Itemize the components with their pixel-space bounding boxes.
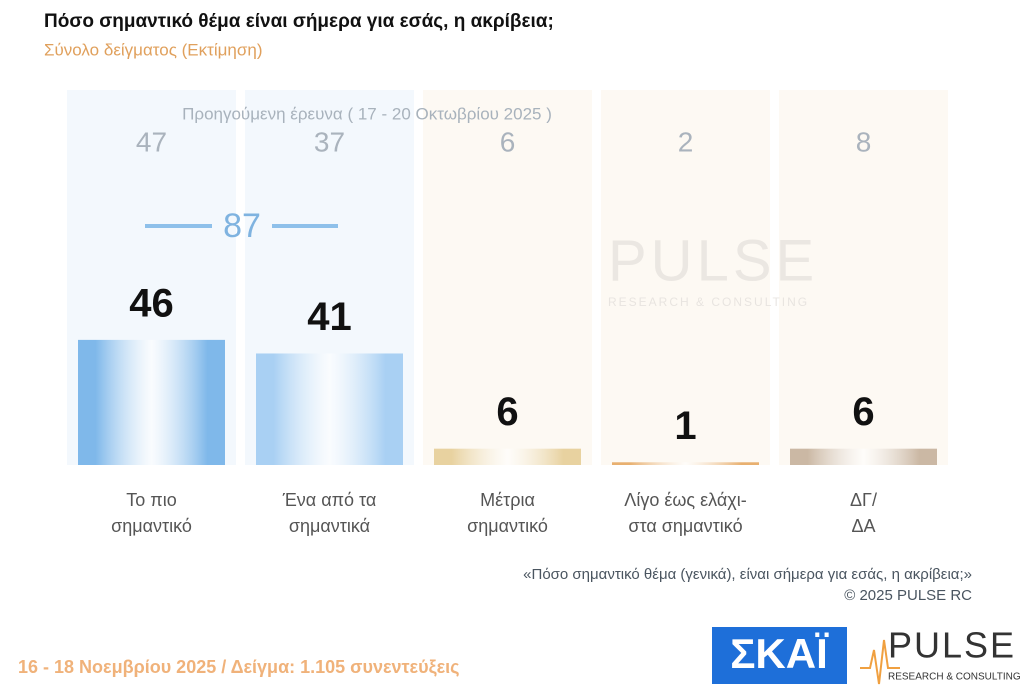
- previous-label: Προηγούμενη έρευνα ( 17 - 20 Οκτωβρίου 2…: [182, 104, 552, 123]
- skai-logo: ΣΚΑΪ: [730, 630, 829, 677]
- footer: 16 - 18 Νοεμβρίου 2025 / Δείγμα: 1.105 σ…: [18, 657, 460, 678]
- pulse-logo: PULSE: [888, 625, 1016, 666]
- x-tick-label: σημαντικά: [289, 516, 370, 536]
- pulse-logo-icon: [860, 639, 900, 685]
- combined-total: 87: [223, 207, 261, 245]
- chart-title: Πόσο σημαντικό θέμα είναι σήμερα για εσά…: [44, 11, 554, 32]
- copyright: © 2025 PULSE RC: [844, 587, 972, 604]
- pulse-logo-sub: RESEARCH & CONSULTING: [888, 672, 1021, 683]
- bar: [790, 448, 937, 465]
- x-tick-label: Το πιο: [126, 490, 176, 510]
- value-label: 1: [674, 404, 696, 448]
- x-tick-label: Λίγο έως ελάχι-: [624, 490, 746, 510]
- column-panel: [779, 90, 948, 465]
- watermark-sub: RESEARCH & CONSULTING: [608, 295, 809, 309]
- column-panel: [423, 90, 592, 465]
- question-note: «Πόσο σημαντικό θέμα (γενικά), είναι σήμ…: [523, 566, 972, 583]
- column-panel: [601, 90, 770, 465]
- bar: [612, 462, 759, 465]
- x-tick-label: ΔΓ/: [850, 490, 877, 510]
- skai-logo-bg: [712, 627, 847, 684]
- previous-value: 37: [314, 126, 345, 157]
- x-tick-label: σημαντικό: [467, 516, 548, 536]
- x-tick-label: σημαντικό: [111, 516, 192, 536]
- previous-value: 8: [856, 126, 872, 157]
- watermark: PULSE: [608, 228, 818, 293]
- x-tick-label: στα σημαντικό: [628, 516, 742, 536]
- bar: [78, 339, 225, 465]
- x-tick-label: ΔΑ: [851, 516, 875, 536]
- previous-value: 2: [678, 126, 694, 157]
- value-label: 6: [852, 390, 874, 434]
- previous-value: 6: [500, 126, 516, 157]
- value-label: 41: [307, 295, 352, 339]
- bar: [256, 353, 403, 465]
- value-label: 46: [129, 281, 174, 325]
- x-tick-label: Μέτρια: [480, 490, 535, 510]
- bar: [434, 448, 581, 465]
- chart-subtitle: Σύνολο δείγματος (Εκτίμηση): [44, 40, 263, 59]
- value-label: 6: [496, 390, 518, 434]
- x-tick-label: Ένα από τα: [282, 490, 377, 510]
- previous-value: 47: [136, 126, 167, 157]
